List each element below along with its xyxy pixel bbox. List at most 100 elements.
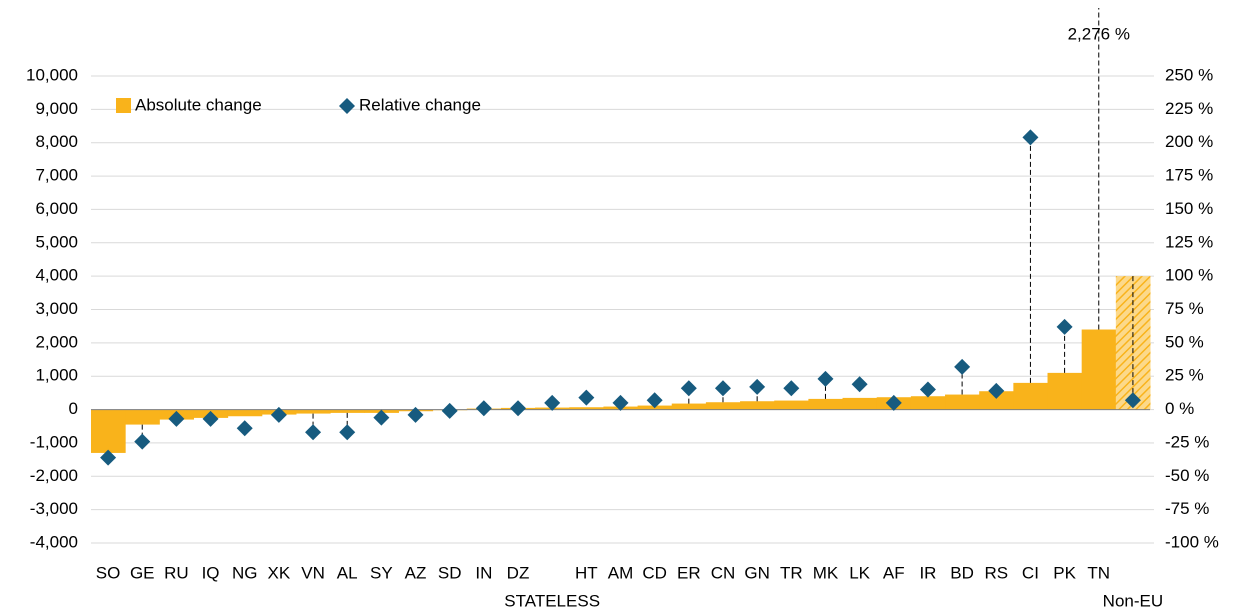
y2-tick-label: 50 % (1165, 332, 1204, 351)
y-tick-label: 0 (69, 399, 78, 418)
y2-tick-label: -25 % (1165, 432, 1209, 451)
diamond (305, 424, 322, 441)
diamond (885, 394, 902, 411)
x-tick-label: Non-EU (1103, 591, 1163, 610)
diamond (817, 370, 834, 387)
x-tick-label: ER (677, 563, 701, 582)
diamond (578, 389, 595, 406)
y2-tick-label: 25 % (1165, 366, 1204, 385)
bar (842, 397, 878, 410)
x-tick-label: TN (1087, 563, 1110, 582)
bar (1081, 329, 1117, 410)
y-tick-label: 6,000 (35, 199, 78, 218)
y-tick-label: -2,000 (30, 466, 78, 485)
bar (125, 409, 160, 425)
bar (569, 407, 604, 410)
bar (671, 403, 707, 410)
x-tick-label: CI (1022, 563, 1039, 582)
diamond (919, 381, 936, 398)
x-tick-label: CN (711, 563, 736, 582)
x-tick-label: STATELESS (504, 591, 600, 610)
y2-tick-label: 175 % (1165, 166, 1213, 185)
diamond (988, 382, 1005, 399)
bar (979, 391, 1014, 410)
bar (705, 402, 741, 410)
bar (91, 409, 126, 453)
x-tick-label: RU (164, 563, 189, 582)
bar (1013, 382, 1049, 410)
y-tick-label: 10,000 (26, 65, 78, 84)
diamond (475, 400, 492, 417)
x-tick-label: SY (370, 563, 393, 582)
diamond (851, 376, 868, 393)
diamond (646, 392, 663, 409)
y2-tick-label: -75 % (1165, 499, 1209, 518)
bar (945, 394, 980, 410)
x-tick-label: VN (301, 563, 325, 582)
diamond (236, 420, 253, 437)
y-tick-label: 9,000 (35, 99, 78, 118)
y-tick-label: 2,000 (35, 332, 78, 351)
x-tick-label: AM (608, 563, 634, 582)
bar (295, 409, 331, 414)
y-tick-label: -4,000 (30, 532, 78, 551)
diamond (612, 394, 629, 411)
diamond (1124, 392, 1141, 409)
y-tick-label: -3,000 (30, 499, 78, 518)
x-tick-label: HT (575, 563, 598, 582)
bar (330, 409, 365, 413)
x-tick-label: DZ (507, 563, 530, 582)
y2-tick-label: 0 % (1165, 399, 1194, 418)
diamond (373, 409, 390, 426)
x-tick-label: NG (232, 563, 258, 582)
y-tick-label: 5,000 (35, 232, 78, 251)
y2-tick-label: -100 % (1165, 532, 1219, 551)
x-tick-label: MK (813, 563, 839, 582)
diamond (1056, 318, 1073, 335)
x-tick-label: AF (883, 563, 905, 582)
x-tick-label: TR (780, 563, 803, 582)
y2-tick-label: -50 % (1165, 466, 1209, 485)
y2-tick-label: 125 % (1165, 232, 1213, 251)
x-tick-label: IQ (202, 563, 220, 582)
y2-tick-label: 200 % (1165, 132, 1213, 151)
data-label: 2,276 % (1068, 24, 1130, 43)
bar (227, 409, 263, 417)
x-tick-label: LK (849, 563, 870, 582)
x-tick-label: RS (984, 563, 1008, 582)
y-tick-label: 7,000 (35, 166, 78, 185)
diamond (339, 424, 356, 441)
diamond (134, 433, 151, 450)
diamond (100, 449, 117, 466)
diamond (714, 380, 731, 397)
y2-tick-label: 250 % (1165, 65, 1213, 84)
x-tick-label: CD (642, 563, 667, 582)
y2-tick-label: 75 % (1165, 299, 1204, 318)
x-tick-label: AZ (405, 563, 427, 582)
y-tick-label: 1,000 (35, 366, 78, 385)
bar (740, 401, 775, 410)
x-tick-label: PK (1053, 563, 1076, 582)
diamond (749, 378, 766, 395)
x-tick-label: SO (96, 563, 121, 582)
legend-marker (339, 98, 355, 114)
y-tick-label: -1,000 (30, 432, 78, 451)
y-tick-label: 4,000 (35, 266, 78, 285)
diamond (270, 406, 287, 423)
bar (774, 400, 809, 410)
diamond (407, 406, 424, 423)
diamond (1022, 129, 1039, 146)
y2-tick-label: 100 % (1165, 266, 1213, 285)
y-tick-label: 8,000 (35, 132, 78, 151)
x-tick-label: IR (919, 563, 936, 582)
x-tick-label: SD (438, 563, 462, 582)
bar (808, 398, 844, 410)
x-tick-label: IN (475, 563, 492, 582)
x-tick-label: GN (744, 563, 770, 582)
diamond (441, 402, 458, 419)
x-tick-label: GE (130, 563, 155, 582)
y-tick-label: 3,000 (35, 299, 78, 318)
y2-tick-label: 150 % (1165, 199, 1213, 218)
diamond (680, 380, 697, 397)
